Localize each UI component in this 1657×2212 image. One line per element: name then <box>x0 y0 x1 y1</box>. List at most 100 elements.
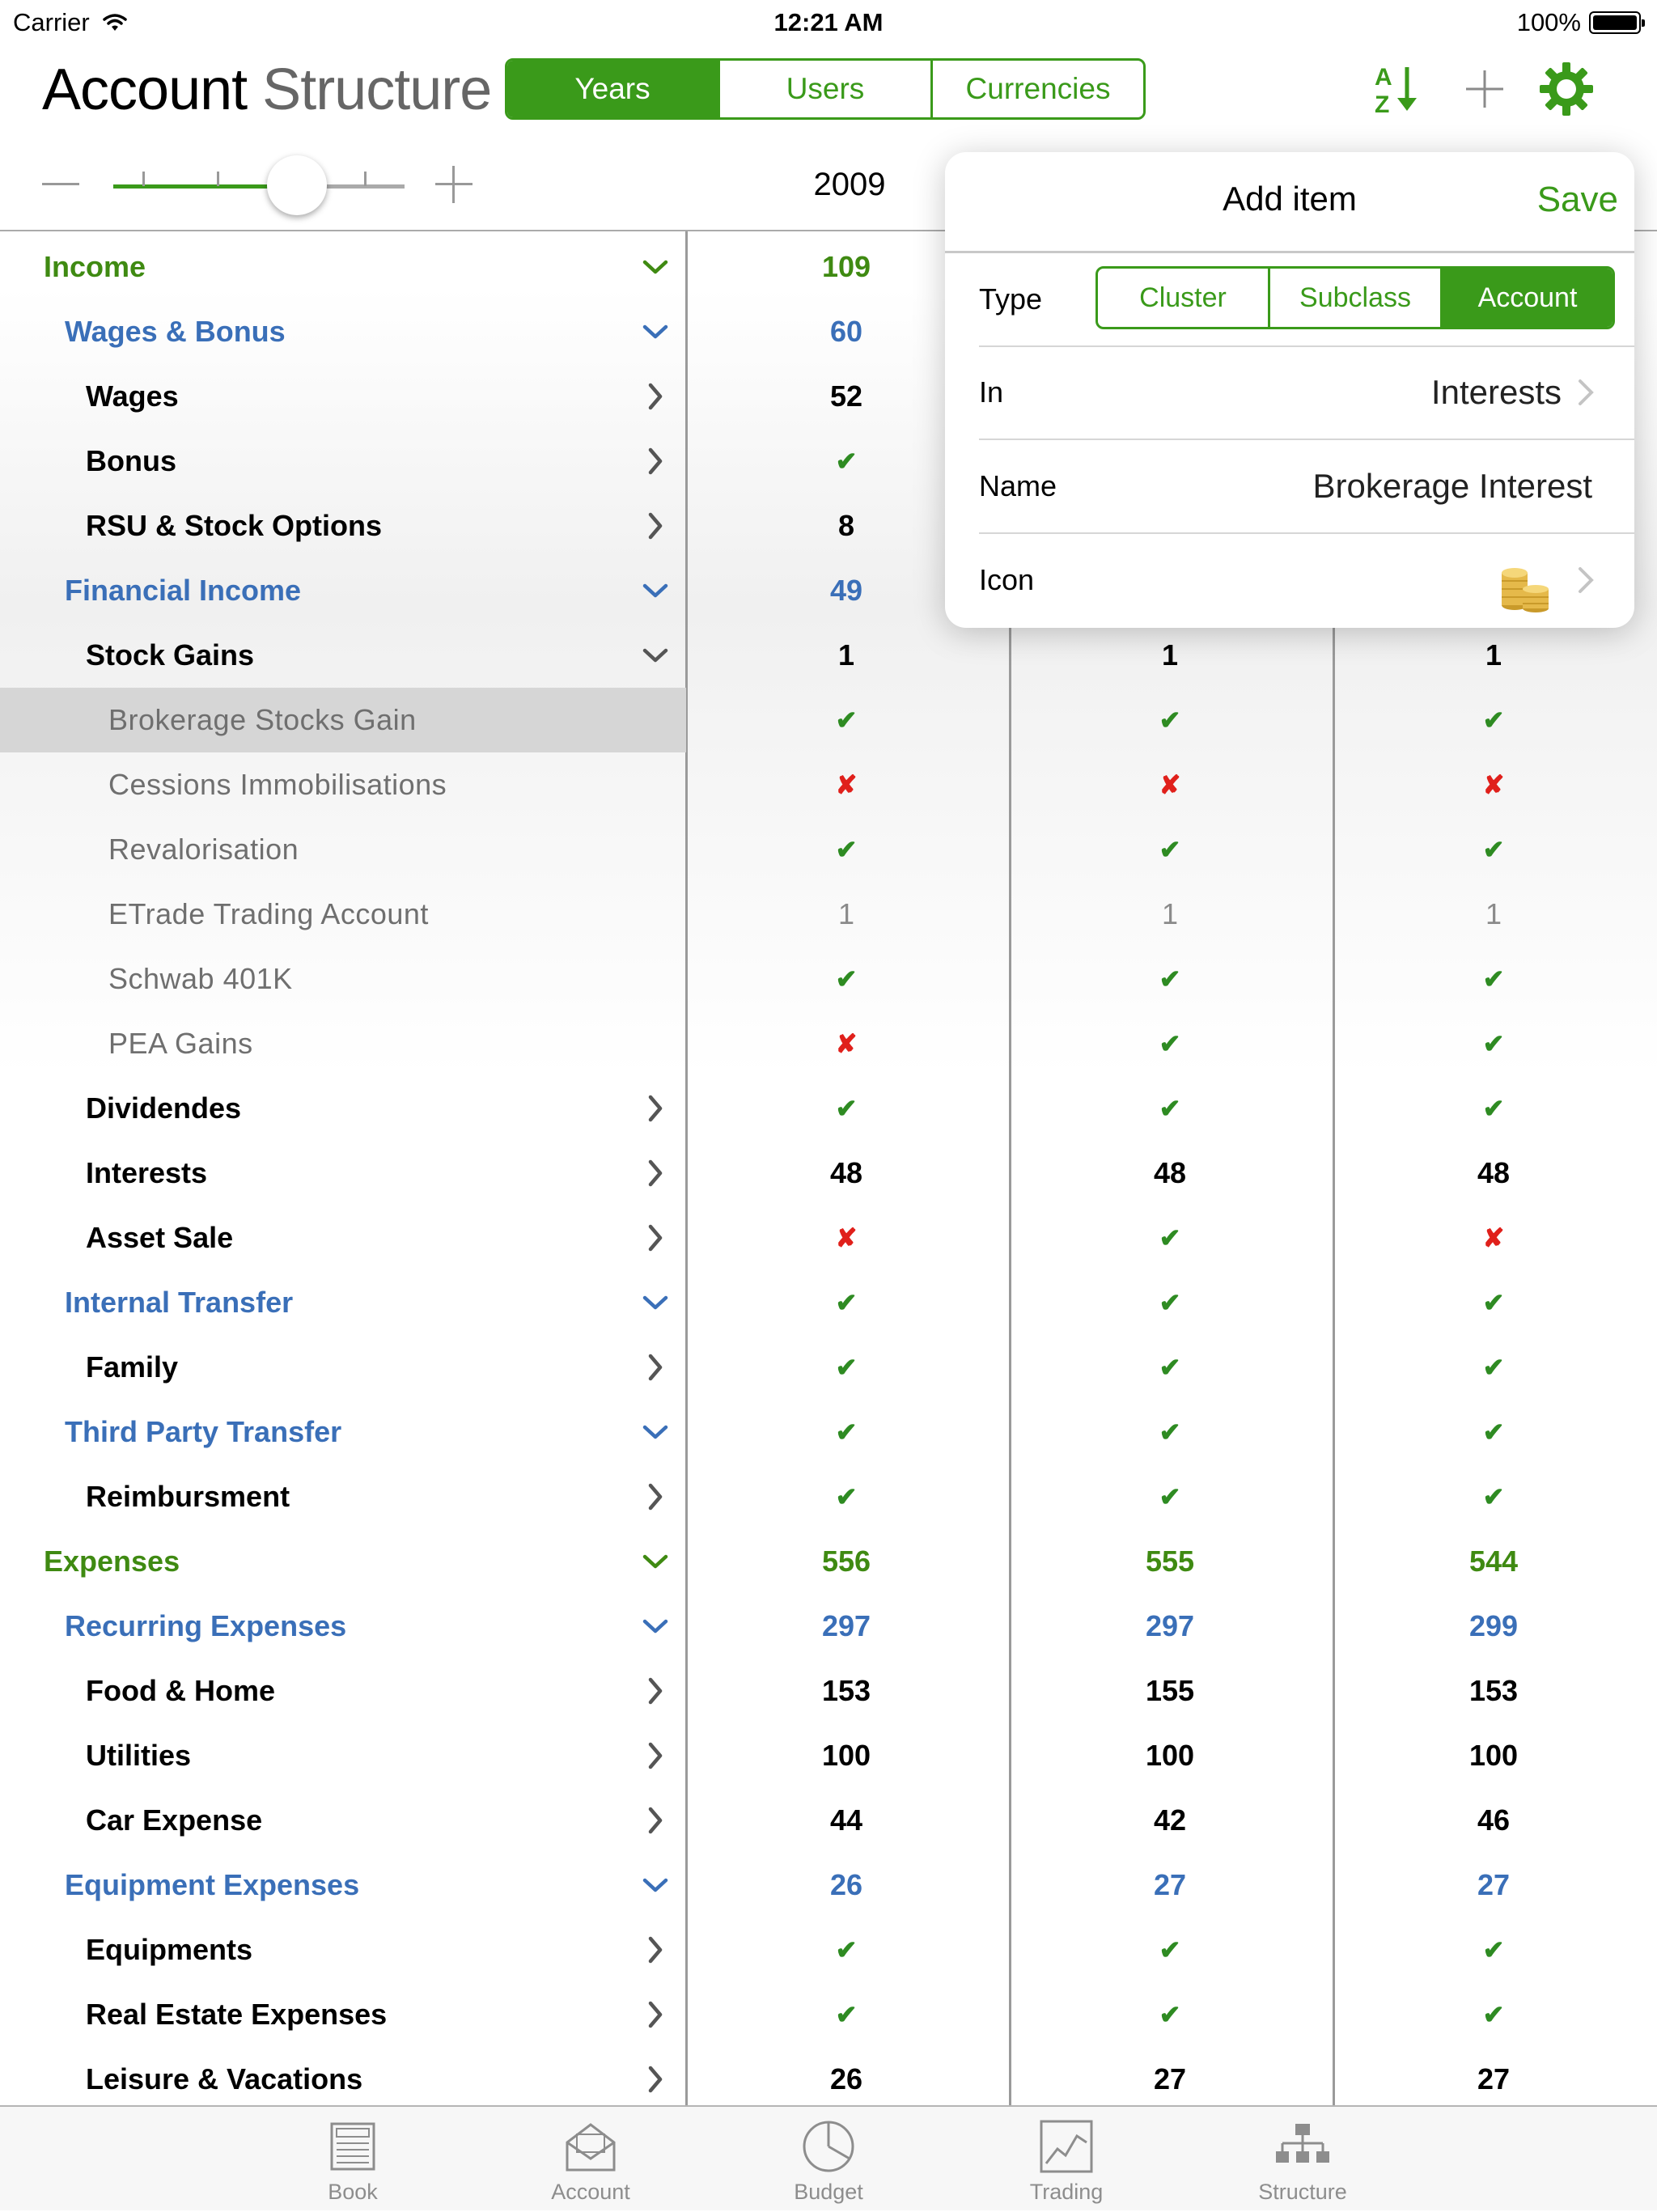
table-row[interactable]: Schwab 401K ✔ ✔ ✔ <box>0 947 1657 1011</box>
table-row[interactable]: Brokerage Stocks Gain ✔ ✔ ✔ <box>0 688 1504 752</box>
value-cell: ✔ <box>1159 1288 1181 1317</box>
table-row[interactable]: Interests 48 48 48 <box>0 1141 1657 1206</box>
table-row[interactable]: Real Estate Expenses ✔ ✔ ✔ <box>0 1982 1657 2047</box>
segment-users[interactable]: Users <box>718 61 930 117</box>
segment-years[interactable]: Years <box>507 61 718 117</box>
chevron-right-icon[interactable] <box>639 510 672 542</box>
chevron-right-icon[interactable] <box>639 380 672 413</box>
value-cell: ✔ <box>1482 1094 1505 1123</box>
chevron-down-icon[interactable] <box>639 1416 672 1448</box>
row-label: Recurring Expenses <box>65 1609 347 1642</box>
chevron-right-icon[interactable] <box>639 1092 672 1125</box>
chevron-right-icon[interactable] <box>639 1804 672 1837</box>
chevron-right-icon[interactable] <box>639 445 672 477</box>
table-row[interactable]: Food & Home 153 155 153 <box>0 1659 1657 1723</box>
type-cluster[interactable]: Cluster <box>1139 282 1227 313</box>
table-row[interactable]: Cessions Immobilisations ✘ ✘ ✘ <box>0 752 1657 817</box>
chevron-right-icon[interactable] <box>639 1222 672 1254</box>
row-label: Stock Gains <box>86 638 255 672</box>
row-label: PEA Gains <box>108 1027 253 1060</box>
row-label: Family <box>86 1350 179 1384</box>
type-account[interactable]: Account <box>1440 269 1613 327</box>
view-segmented-control[interactable]: Years Users Currencies <box>505 58 1146 120</box>
tab-book[interactable]: Book <box>231 2107 474 2212</box>
table-row[interactable]: Car Expense 44 42 46 <box>0 1788 1657 1853</box>
type-row: Type Cluster Subclass Account <box>979 253 1634 347</box>
add-button[interactable] <box>1456 57 1513 121</box>
type-subclass[interactable]: Subclass <box>1268 269 1440 327</box>
tab-label: Budget <box>794 2180 863 2204</box>
segment-currencies[interactable]: Currencies <box>930 61 1143 117</box>
tab-structure[interactable]: Structure <box>1181 2107 1424 2212</box>
in-value: Interests <box>1430 373 1562 411</box>
chevron-right-icon[interactable] <box>639 1157 672 1189</box>
value-cell: ✔ <box>1159 1417 1181 1447</box>
zoom-out-icon[interactable] <box>42 183 79 185</box>
table-row[interactable]: Utilities 100 100 100 <box>0 1723 1657 1788</box>
save-button[interactable]: Save <box>1536 180 1618 219</box>
table-row[interactable]: Internal Transfer ✔ ✔ ✔ <box>0 1270 1657 1335</box>
chevron-down-icon[interactable] <box>639 1545 672 1578</box>
value-cell: ✔ <box>835 2000 858 2029</box>
slider-tick <box>217 172 219 186</box>
chevron-down-icon[interactable] <box>639 316 672 348</box>
table-row[interactable]: Wages 52 <box>0 364 1657 429</box>
chevron-right-icon[interactable] <box>639 1998 672 2031</box>
table-row[interactable]: PEA Gains ✘ ✔ ✔ <box>0 1011 1657 1076</box>
chevron-right-icon[interactable] <box>639 1481 672 1513</box>
battery-percent: 100% <box>1516 8 1581 36</box>
row-label: Cessions Immobilisations <box>108 768 447 801</box>
table-row[interactable]: Dividendes ✔ ✔ ✔ <box>0 1076 1657 1141</box>
settings-button[interactable] <box>1534 57 1599 121</box>
chevron-right-icon[interactable] <box>639 1740 672 1772</box>
value-cell: ✔ <box>1482 1417 1505 1447</box>
value-cell: ✔ <box>1159 1029 1181 1058</box>
table-row[interactable]: Family ✔ ✔ ✔ <box>0 1335 1657 1400</box>
value-cell: 27 <box>1153 1868 1187 1901</box>
table-row[interactable]: Stock Gains 1 1 1 <box>0 623 1657 688</box>
chevron-down-icon[interactable] <box>639 574 672 607</box>
value-cell: 297 <box>821 1609 871 1642</box>
chevron-down-icon[interactable] <box>639 1286 672 1319</box>
name-row[interactable]: Name Brokerage Interest <box>979 440 1634 534</box>
tab-budget[interactable]: Budget <box>707 2107 950 2212</box>
chevron-down-icon[interactable] <box>639 639 672 672</box>
sort-az-button[interactable]: A Z <box>1367 57 1424 121</box>
table-row[interactable]: Financial Income 49 <box>0 558 1657 623</box>
in-row[interactable]: In Interests <box>979 346 1634 440</box>
chevron-right-icon[interactable] <box>639 1934 672 1966</box>
table-row[interactable]: Recurring Expenses 297 297 299 <box>0 1594 1657 1659</box>
slider-track-filled[interactable] <box>113 184 296 189</box>
value-cell: 299 <box>1468 1609 1519 1642</box>
table-row[interactable]: Revalorisation ✔ ✔ ✔ <box>0 817 1657 882</box>
chevron-down-icon[interactable] <box>639 1869 672 1901</box>
value-cell: 555 <box>1145 1545 1195 1578</box>
chevron-right-icon[interactable] <box>639 1351 672 1384</box>
chevron-down-icon[interactable] <box>639 1610 672 1642</box>
table-row[interactable]: Reimbursment ✔ ✔ ✔ <box>0 1464 1657 1529</box>
tab-account[interactable]: Account <box>469 2107 712 2212</box>
table-row[interactable]: ETrade Trading Account 1 1 1 <box>0 882 1657 947</box>
table-row[interactable]: Expenses 556 555 544 <box>0 1529 1657 1594</box>
table-row[interactable]: Wages & Bonus 60 <box>0 299 1657 364</box>
tab-trading[interactable]: Trading <box>945 2107 1188 2212</box>
table-row[interactable]: Third Party Transfer ✔ ✔ ✔ <box>0 1400 1657 1464</box>
type-segmented-control[interactable]: Cluster Subclass Account <box>1095 266 1615 329</box>
value-cell: 556 <box>821 1545 871 1578</box>
name-field[interactable]: Brokerage Interest <box>1312 467 1592 505</box>
table-row[interactable]: Income 109 <box>0 235 1657 299</box>
icon-row[interactable]: Icon <box>979 534 1634 626</box>
slider-track-remaining[interactable] <box>296 184 405 189</box>
row-label: Asset Sale <box>86 1221 234 1254</box>
table-row[interactable]: RSU & Stock Options 8 <box>0 494 1657 558</box>
chevron-right-icon[interactable] <box>639 1675 672 1707</box>
chevron-right-icon[interactable] <box>639 2063 672 2095</box>
table-row[interactable]: Equipment Expenses 26 27 27 <box>0 1853 1657 1917</box>
page-title-bold: Account <box>42 57 248 122</box>
slider-thumb[interactable] <box>267 155 327 215</box>
table-row[interactable]: Asset Sale ✘ ✔ ✘ <box>0 1206 1657 1270</box>
chevron-down-icon[interactable] <box>639 251 672 283</box>
table-row[interactable]: Bonus ✔ <box>0 429 1657 494</box>
table-row[interactable]: Leisure & Vacations 26 27 27 <box>0 2047 1657 2105</box>
table-row[interactable]: Equipments ✔ ✔ ✔ <box>0 1917 1657 1982</box>
